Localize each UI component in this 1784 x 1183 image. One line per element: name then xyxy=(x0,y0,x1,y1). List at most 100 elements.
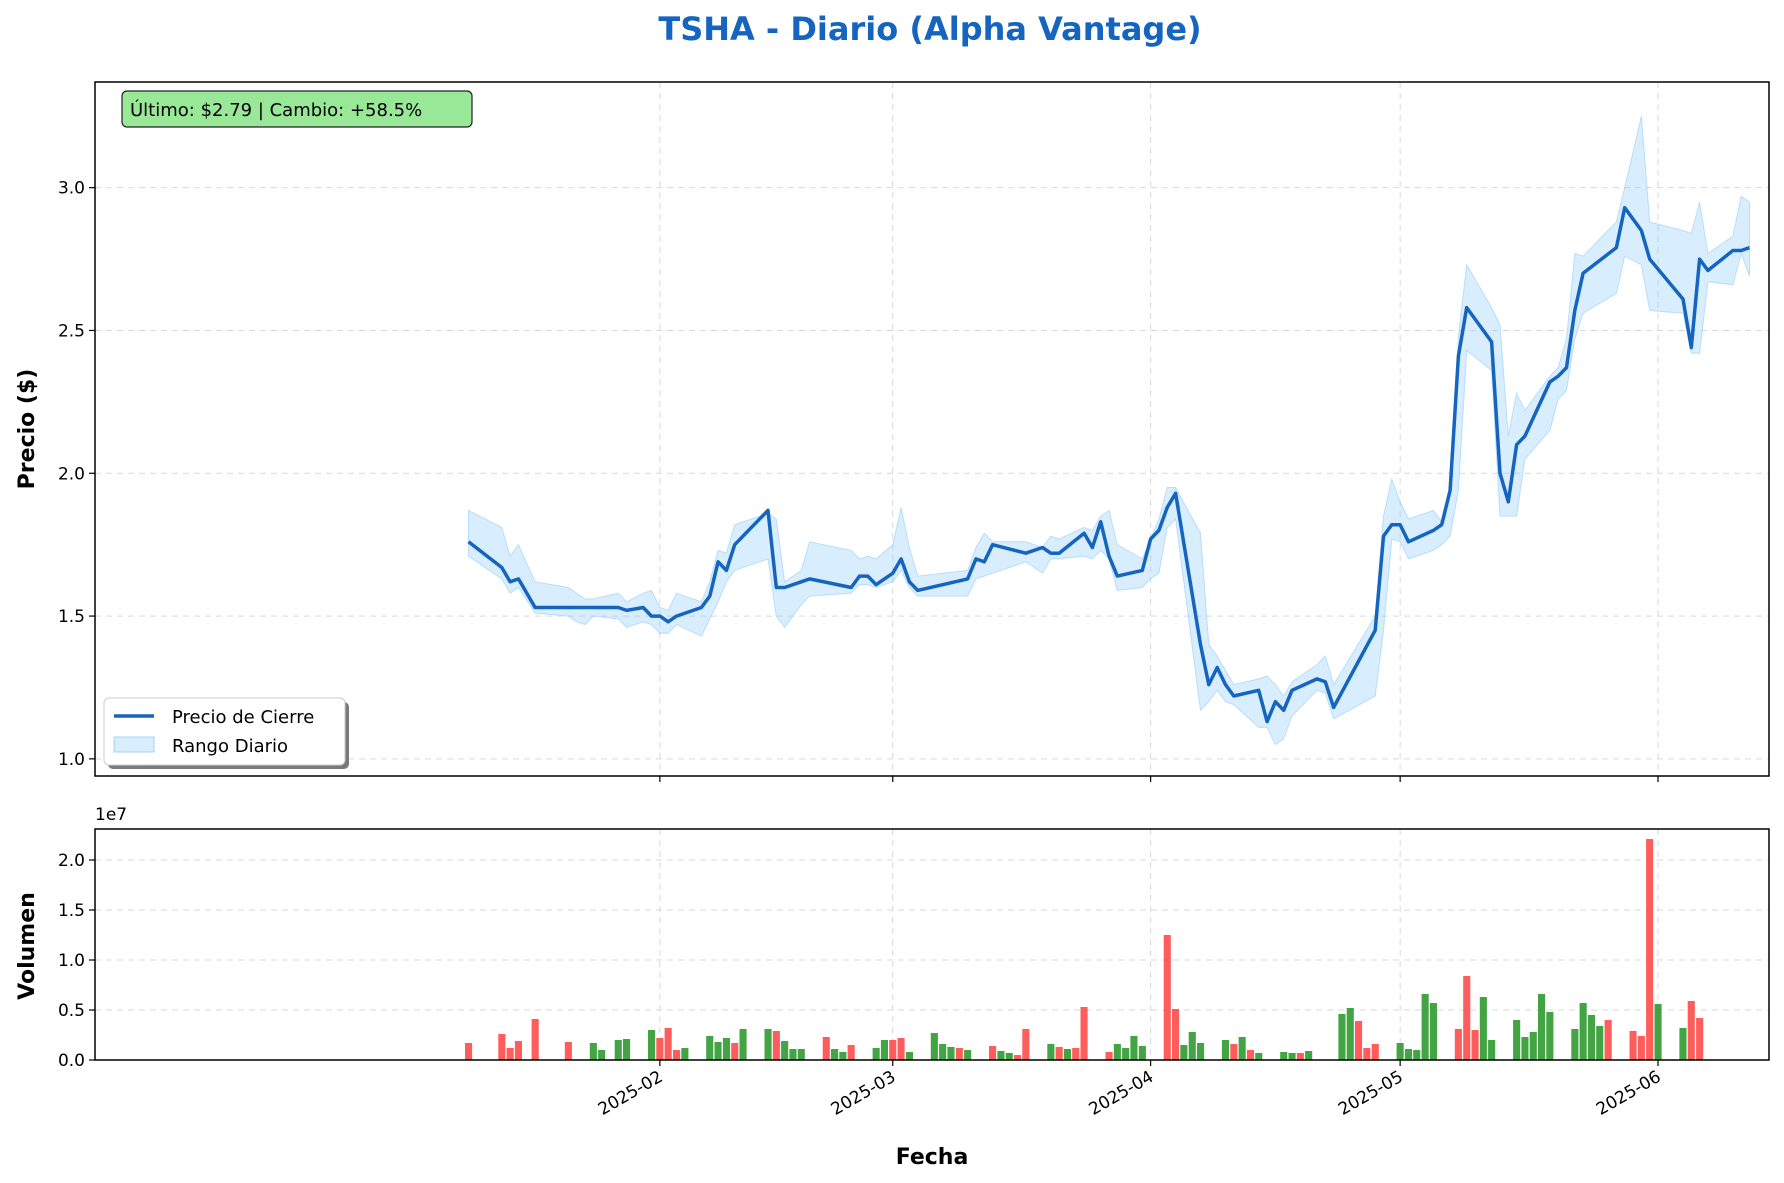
volume-panel: 0.00.51.01.52.0 2025-02 2025-03 2025-04 202… xyxy=(15,805,1770,1170)
volume-bar xyxy=(514,1041,522,1060)
volume-bar xyxy=(839,1052,847,1060)
volume-y-tick-label: 0.0 xyxy=(58,1051,85,1071)
volume-y-tick-label: 1.5 xyxy=(58,901,85,921)
volume-x-tick-label: 2025-04 xyxy=(1086,1067,1158,1120)
volume-bar xyxy=(847,1045,855,1060)
chart-title: TSHA - Diario (Alpha Vantage) xyxy=(658,10,1201,48)
volume-bars xyxy=(465,839,1704,1060)
volume-bar xyxy=(589,1043,597,1060)
volume-bar xyxy=(1579,1003,1587,1060)
volume-x-tick-label: 2025-03 xyxy=(828,1067,900,1120)
volume-bar xyxy=(1488,1040,1496,1060)
volume-x-tick-label: 2025-05 xyxy=(1335,1067,1407,1120)
volume-bar xyxy=(531,1019,539,1060)
volume-bar xyxy=(1305,1051,1313,1060)
volume-bar xyxy=(1346,1008,1354,1060)
volume-y-axis-title: Volumen xyxy=(15,892,40,1000)
volume-bar xyxy=(722,1038,730,1060)
volume-bar xyxy=(681,1048,689,1060)
volume-bar xyxy=(1479,997,1487,1060)
volume-bar xyxy=(1629,1031,1637,1060)
volume-bar xyxy=(1396,1043,1404,1060)
volume-bar xyxy=(880,1040,888,1060)
volume-bar xyxy=(598,1050,606,1060)
volume-bar xyxy=(1180,1045,1188,1060)
volume-bar xyxy=(1696,1018,1704,1060)
x-axis-title: Fecha xyxy=(896,1145,969,1170)
volume-bar xyxy=(714,1042,722,1060)
legend-close-label: Precio de Cierre xyxy=(172,707,314,728)
volume-bar xyxy=(648,1030,656,1060)
volume-bar xyxy=(664,1028,672,1060)
price-y-tick-label: 1.0 xyxy=(58,750,85,770)
volume-bar xyxy=(706,1036,714,1060)
price-y-tick-label: 3.0 xyxy=(58,179,85,199)
volume-bar xyxy=(822,1037,830,1060)
volume-bar xyxy=(1338,1014,1346,1060)
price-y-tick-label: 1.5 xyxy=(58,607,85,627)
volume-bar xyxy=(1022,1029,1030,1060)
volume-bar xyxy=(656,1038,664,1060)
legend-range-swatch xyxy=(113,736,155,753)
volume-bar xyxy=(1429,1003,1437,1060)
volume-bar xyxy=(1246,1050,1254,1060)
price-panel: 1.0 1.5 2.0 2.5 3.0 Precio ($) Último: $2.79… xyxy=(15,81,1770,782)
volume-bar xyxy=(1080,1007,1088,1060)
volume-bar xyxy=(1296,1053,1304,1060)
close-price-line xyxy=(467,205,1751,724)
price-panel-frame xyxy=(94,81,1770,777)
volume-bar xyxy=(1255,1053,1263,1060)
volume-bar xyxy=(1005,1053,1013,1060)
legend-box xyxy=(103,697,346,766)
legend-range-label: Rango Diario xyxy=(172,736,288,757)
volume-bar xyxy=(1105,1052,1113,1060)
volume-offset-label: 1e7 xyxy=(95,805,127,825)
volume-bar xyxy=(1596,1026,1604,1060)
volume-bar xyxy=(1604,1020,1612,1060)
volume-y-tick-label: 0.5 xyxy=(58,1001,85,1021)
volume-bar xyxy=(1230,1044,1238,1060)
volume-bar xyxy=(1063,1049,1071,1060)
volume-bar xyxy=(930,1033,938,1060)
volume-bar xyxy=(1679,1028,1687,1060)
volume-bar xyxy=(1538,994,1546,1060)
price-y-axis: 1.0 1.5 2.0 2.5 3.0 xyxy=(58,179,95,770)
volume-bar xyxy=(1288,1053,1296,1060)
volume-bar xyxy=(797,1049,805,1060)
volume-bar xyxy=(564,1042,572,1060)
volume-bar xyxy=(1587,1015,1595,1060)
price-y-tick-label: 2.5 xyxy=(58,321,85,341)
volume-bar xyxy=(1687,1001,1695,1060)
volume-y-tick-label: 2.0 xyxy=(58,851,85,871)
volume-bar xyxy=(955,1048,963,1060)
volume-bar xyxy=(1637,1036,1645,1060)
summary-annotation: Último: $2.79 | Cambio: +58.5% xyxy=(121,90,473,128)
volume-bar xyxy=(764,1029,772,1060)
price-grid xyxy=(95,82,1769,776)
volume-bar xyxy=(1055,1047,1063,1060)
volume-x-tick-label: 2025-02 xyxy=(595,1067,667,1120)
volume-bar xyxy=(1047,1044,1055,1060)
volume-bar xyxy=(739,1029,747,1060)
volume-y-axis: 0.0 0.5 1.0 1.5 2.0 xyxy=(58,851,95,1071)
volume-bar xyxy=(623,1039,631,1060)
volume-bar xyxy=(1130,1036,1138,1060)
volume-bar xyxy=(1404,1049,1412,1060)
volume-bar xyxy=(1138,1046,1146,1060)
volume-bar xyxy=(964,1050,972,1060)
volume-bar xyxy=(1072,1048,1080,1060)
volume-bar xyxy=(1413,1050,1421,1060)
volume-x-tick-label: 2025-06 xyxy=(1593,1067,1665,1120)
volume-x-axis: 2025-02 2025-03 2025-04 2025-05 2025-06 xyxy=(595,1060,1665,1120)
summary-annotation-text: Último: $2.79 | Cambio: +58.5% xyxy=(130,99,422,121)
volume-bar xyxy=(1355,1021,1363,1060)
volume-bar xyxy=(1172,1009,1180,1060)
volume-bar xyxy=(897,1038,905,1060)
volume-bar xyxy=(781,1041,789,1060)
volume-bar xyxy=(1122,1048,1130,1060)
volume-bar xyxy=(997,1051,1005,1060)
volume-bar xyxy=(905,1052,913,1060)
volume-bar xyxy=(872,1048,880,1060)
volume-bar xyxy=(1421,994,1429,1060)
